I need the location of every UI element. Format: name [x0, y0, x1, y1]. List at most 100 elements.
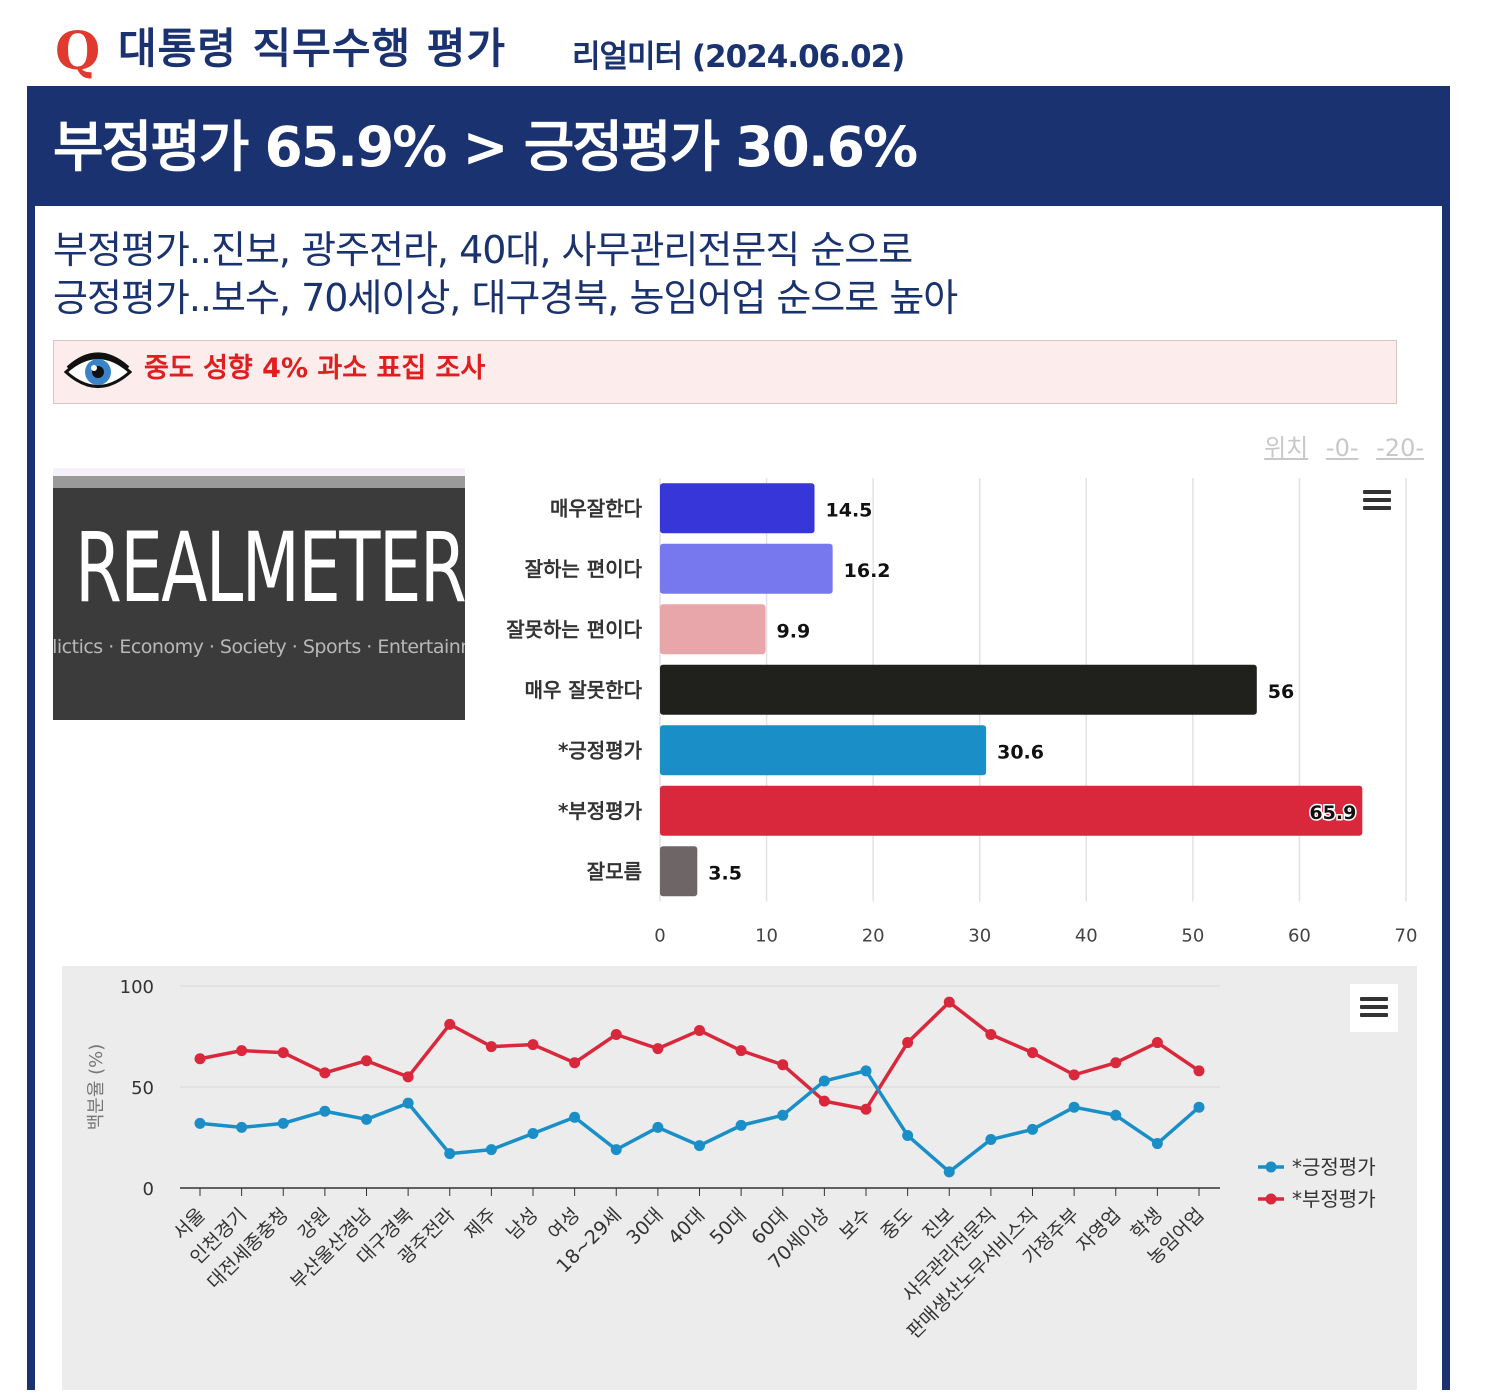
series-0-point [361, 1113, 372, 1125]
series-1-point [735, 1045, 747, 1057]
eye-icon [64, 352, 132, 388]
article-body: 부정평가..진보, 광주전라, 40대, 사무관리전문직 순으로 긍정평가..보… [35, 206, 1442, 1390]
bar-5 [660, 785, 1363, 836]
bar-1 [660, 543, 833, 594]
bar-value-label: 65.9 [1309, 802, 1356, 824]
line-chart-menu-button[interactable] [1350, 984, 1398, 1032]
series-1-point [361, 1055, 372, 1067]
series-0-point [1027, 1123, 1038, 1135]
line-x-tick-label: 30대 [622, 1204, 667, 1249]
series-1-point [402, 1071, 414, 1083]
bar-x-tick-label: 20 [862, 926, 885, 947]
position-link-20[interactable]: -20- [1376, 434, 1424, 462]
bar-2 [660, 604, 766, 655]
bar-4 [660, 725, 987, 776]
legend-label-0: *긍정평가 [1292, 1155, 1376, 1179]
bar-x-tick-label: 10 [755, 926, 778, 947]
page-subtitle: 리얼미터 (2024.06.02) [572, 39, 905, 75]
position-link-0[interactable]: -0- [1325, 434, 1359, 462]
line-y-axis-label: 백분율 (%) [86, 1044, 107, 1131]
series-1-point [1151, 1037, 1163, 1049]
series-line-1 [199, 1000, 1200, 1111]
legend-label-1: *부정평가 [1292, 1187, 1376, 1211]
notice-text: 중도 성향 4% 과소 표집 조사 [144, 353, 486, 384]
series-0-point [943, 1166, 955, 1178]
article-frame: 부정평가 65.9% > 긍정평가 30.6% 부정평가..진보, 광주전라, … [27, 86, 1450, 1390]
series-1-point [1027, 1047, 1038, 1059]
bar-value-label: 3.5 [708, 862, 742, 884]
page-title: 대통령 직무수행 평가 [118, 24, 507, 73]
series-1-point [943, 996, 955, 1008]
series-0-point [194, 1117, 206, 1129]
series-0-point [485, 1144, 497, 1156]
bar-category-label: *긍정평가 [558, 738, 643, 762]
notice-box: 중도 성향 4% 과소 표집 조사 [53, 340, 1397, 404]
series-0-point [985, 1134, 997, 1146]
series-0-point [569, 1111, 581, 1123]
position-label-link[interactable]: 위치 [1264, 434, 1309, 462]
bar-x-tick-label: 60 [1288, 926, 1311, 947]
logo-wordmark: REALMETER [75, 512, 465, 624]
line-x-tick-label: 중도 [877, 1204, 917, 1244]
series-1-point [194, 1053, 206, 1065]
series-0-point [1151, 1138, 1163, 1150]
series-1-point [694, 1024, 705, 1036]
bar-chart-container: 0 10 20 30 40 50 60 70 매우잘한다 14.5 잘하는 편이다 16.2 잘못하는 … [475, 468, 1440, 968]
series-1-point [902, 1037, 914, 1049]
series-1-point [1068, 1069, 1080, 1081]
realmeter-logo: REALMETER olictics · Economy · Society ·… [53, 468, 465, 720]
series-0-point [1193, 1101, 1205, 1113]
summary-line-2: 긍정평가..보수, 70세이상, 대구경북, 농임어업 순으로 높아 [53, 276, 958, 320]
logo-tagline: olictics · Economy · Society · Sports · … [53, 636, 465, 658]
bar-value-label: 14.5 [826, 499, 873, 521]
series-1-point [444, 1018, 456, 1030]
line-x-tick-label: 50대 [706, 1204, 751, 1249]
series-1-point [777, 1059, 789, 1071]
series-0-point [1110, 1109, 1122, 1121]
series-0-point [652, 1121, 664, 1133]
q-icon: Q [55, 21, 101, 82]
line-y-tick-label: 50 [131, 1078, 154, 1099]
bar-6 [660, 846, 698, 897]
bar-3 [660, 664, 1257, 715]
headline: 부정평가 65.9% > 긍정평가 30.6% [53, 115, 918, 179]
line-x-tick-label: 40대 [664, 1204, 709, 1249]
bar-value-label: 56 [1268, 681, 1294, 703]
series-0-point [527, 1127, 539, 1139]
bar-x-tick-label: 70 [1395, 926, 1418, 947]
series-1-point [610, 1028, 622, 1040]
series-1-point [569, 1057, 581, 1069]
bar-category-label: 잘못하는 편이다 [506, 617, 642, 641]
bar-chart: 0 10 20 30 40 50 60 70 매우잘한다 14.5 잘하는 편이다 16.2 잘못하는 … [506, 478, 1418, 947]
series-line-0 [199, 1069, 1201, 1174]
bar-x-tick-label: 50 [1181, 926, 1204, 947]
series-0-point [902, 1129, 914, 1141]
series-1-point [652, 1043, 664, 1055]
series-1-point [277, 1047, 289, 1059]
series-0-point [319, 1105, 331, 1117]
bar-x-tick-label: 30 [968, 926, 991, 947]
series-0-point [1068, 1101, 1080, 1113]
bar-x-tick-label: 40 [1075, 926, 1098, 947]
bar-category-label: 잘하는 편이다 [525, 557, 643, 581]
logo-bar [53, 476, 465, 488]
series-1-point [1193, 1065, 1205, 1077]
position-links: 위치 -0- -20- [1254, 428, 1424, 463]
bar-category-label: *부정평가 [558, 799, 643, 823]
series-1-point [527, 1039, 539, 1051]
bar-category-label: 매우 잘못한다 [525, 678, 643, 702]
series-1-point [319, 1067, 331, 1079]
bar-category-label: 매우잘한다 [550, 496, 643, 520]
series-0-point [860, 1065, 872, 1077]
series-0-point [694, 1140, 705, 1152]
series-1-point [1110, 1057, 1122, 1069]
line-y-tick-label: 100 [120, 977, 154, 998]
bar-category-label: 잘모름 [587, 859, 642, 883]
line-chart-container: 0 50 100 백분율 (%) 서울 인천경기 대전세종충청 강원 부산울산경남 대구경북 광주전… [62, 966, 1417, 1390]
legend-marker-1 [1265, 1193, 1277, 1205]
series-1-point [236, 1045, 248, 1057]
bar-value-label: 30.6 [997, 741, 1044, 763]
line-x-tick-label: 남성 [502, 1204, 542, 1244]
bar-chart-menu-button[interactable] [1355, 480, 1399, 524]
